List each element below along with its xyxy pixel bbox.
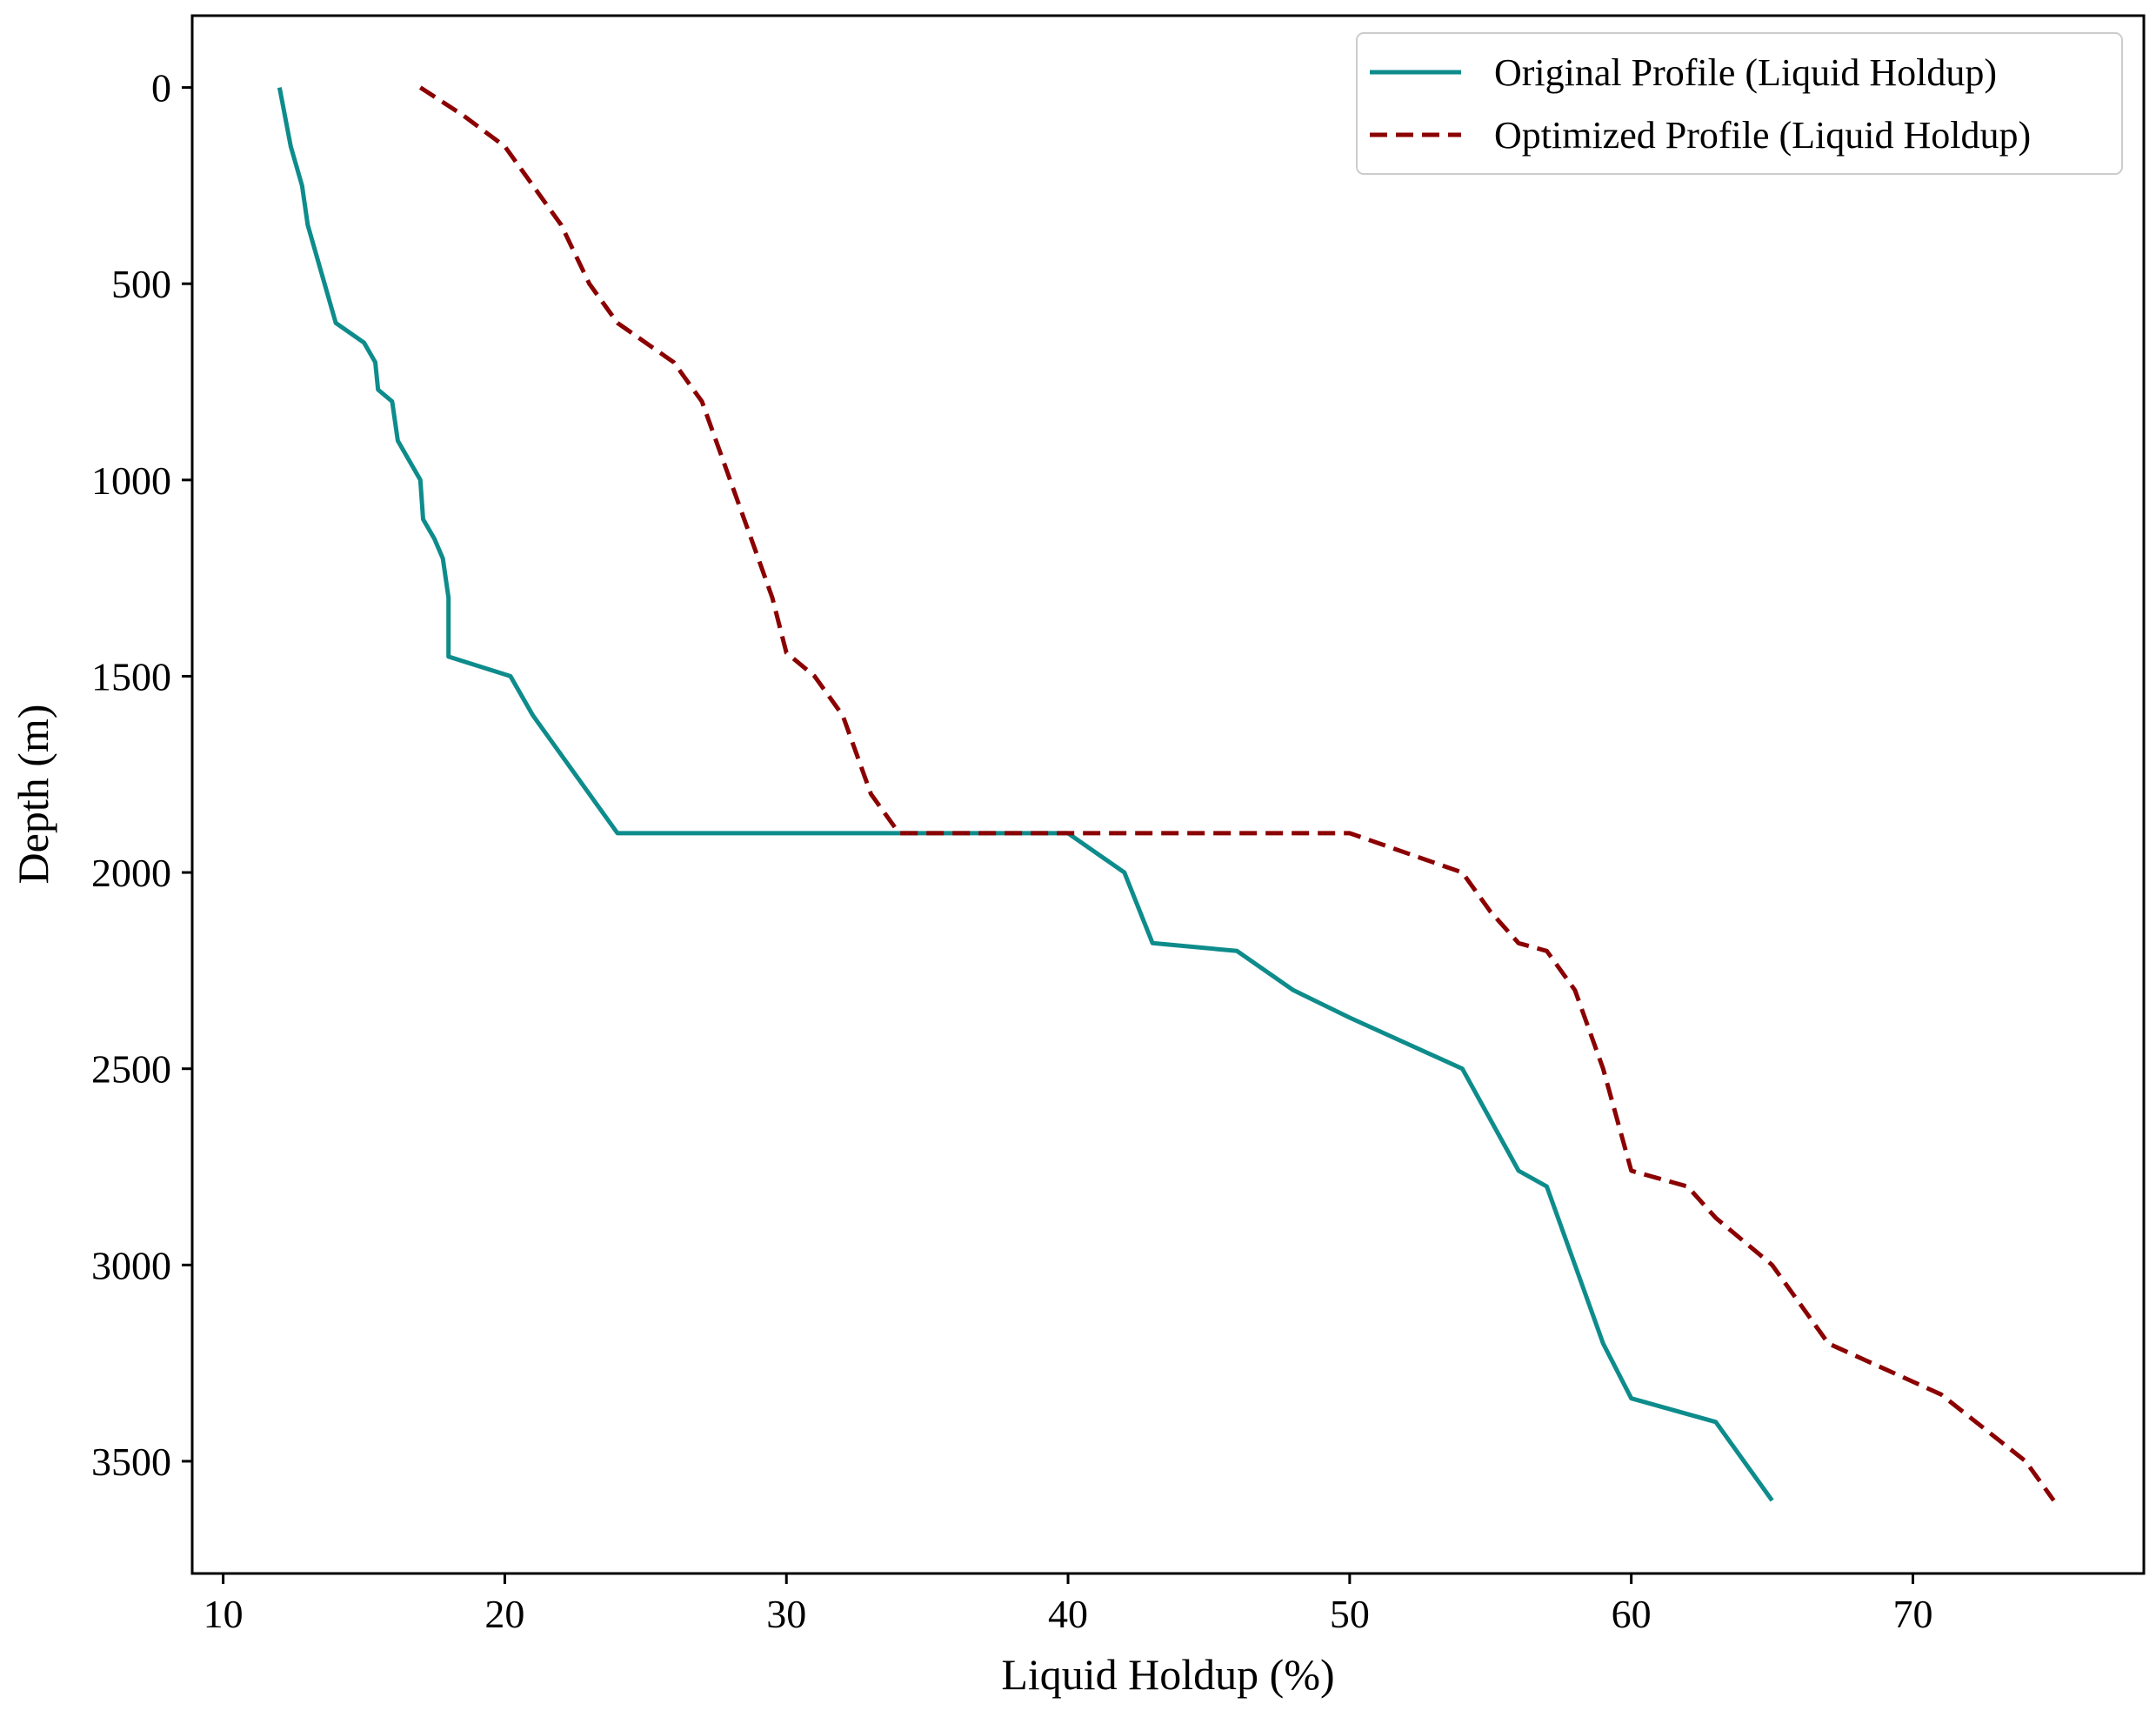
y-axis-title: Depth (m) bbox=[9, 705, 57, 885]
y-tick-label: 1000 bbox=[91, 458, 171, 503]
x-tick-label: 60 bbox=[1612, 1592, 1652, 1636]
y-axis-ticks: 0 500 1000 1500 2000 2500 3000 3500 bbox=[91, 66, 192, 1484]
x-tick-label: 50 bbox=[1330, 1592, 1370, 1636]
x-tick-label: 40 bbox=[1048, 1592, 1088, 1636]
y-tick-label: 1500 bbox=[91, 654, 171, 698]
legend-label-optimized: Optimized Profile (Liquid Holdup) bbox=[1494, 114, 2031, 157]
x-axis-title: Liquid Holdup (%) bbox=[1001, 1650, 1334, 1699]
y-tick-label: 2000 bbox=[91, 851, 171, 895]
series-line-optimized bbox=[418, 85, 2056, 1502]
y-tick-label: 3000 bbox=[91, 1243, 171, 1287]
series-layer bbox=[277, 85, 2056, 1502]
x-tick-label: 70 bbox=[1892, 1592, 1932, 1636]
legend-label-original: Original Profile (Liquid Holdup) bbox=[1494, 51, 1997, 94]
y-tick-label: 2500 bbox=[91, 1047, 171, 1092]
plot-frame bbox=[190, 14, 2146, 1575]
x-tick-label: 10 bbox=[204, 1592, 244, 1636]
x-tick-label: 30 bbox=[766, 1592, 806, 1636]
x-axis-ticks: 10 20 30 40 50 60 70 bbox=[204, 1573, 1932, 1636]
legend: Original Profile (Liquid Holdup) Optimiz… bbox=[1356, 32, 2123, 175]
x-tick-label: 20 bbox=[484, 1592, 524, 1636]
series-line-original bbox=[277, 87, 1774, 1502]
y-tick-label: 500 bbox=[111, 262, 171, 306]
y-tick-label: 3500 bbox=[91, 1440, 171, 1484]
y-tick-label: 0 bbox=[151, 66, 171, 110]
legend-box bbox=[1356, 32, 2123, 175]
